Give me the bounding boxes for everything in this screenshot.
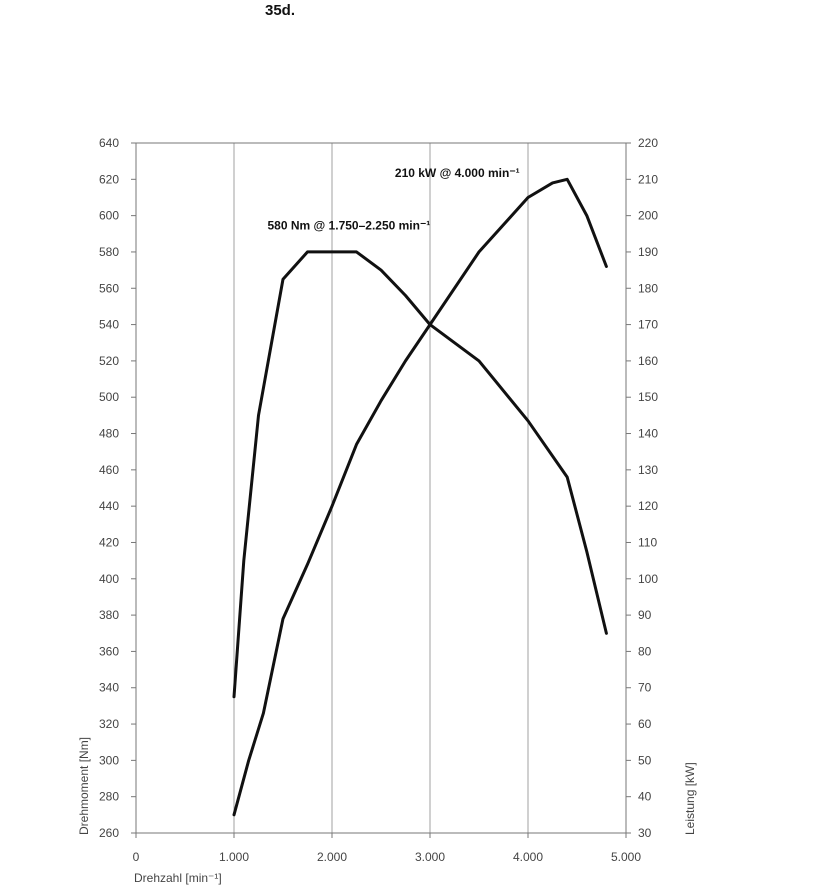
y-right-tick-label: 130 — [638, 463, 658, 477]
y-left-tick-label: 600 — [99, 209, 119, 223]
left-axis-ticks: 260 280 300 320 340 360 380 400 420 440 460 480 500 5… — [99, 136, 136, 840]
y-left-tick-label: 300 — [99, 753, 119, 767]
page-title: 35d. — [264, 2, 295, 19]
power-curve — [232, 177, 608, 817]
y-left-tick-label: 280 — [99, 790, 119, 804]
y-right-tick-label: 70 — [638, 681, 652, 695]
y-left-tick-label: 560 — [99, 281, 119, 295]
y-right-tick-label: 180 — [638, 281, 658, 295]
x-tick-label: 4.000 — [513, 850, 543, 864]
y-left-tick-label: 360 — [99, 644, 119, 658]
y-right-tick-label: 50 — [638, 753, 652, 767]
annotation-label: 210 kW @ 4.000 min⁻¹ — [395, 166, 520, 180]
x-tick-label: 3.000 — [415, 850, 445, 864]
x-tick-label: 0 — [133, 850, 140, 864]
y-left-tick-label: 460 — [99, 463, 119, 477]
grid-lines — [233, 143, 529, 833]
y-left-tick-label: 620 — [99, 172, 119, 186]
y-right-tick-label: 160 — [638, 354, 658, 368]
y-left-tick-label: 440 — [99, 499, 119, 513]
y-right-tick-label: 30 — [638, 826, 652, 840]
y-left-tick-label: 320 — [99, 717, 119, 731]
y-left-tick-label: 540 — [99, 318, 119, 332]
y-left-tick-label: 580 — [99, 245, 119, 259]
y-left-tick-label: 260 — [99, 826, 119, 840]
y-left-tick-label: 400 — [99, 572, 119, 586]
y-right-tick-label: 220 — [638, 136, 658, 150]
y-right-tick-label: 200 — [638, 209, 658, 223]
y-left-tick-label: 520 — [99, 354, 119, 368]
y-axis-left-label: Drehmoment [Nm] — [77, 737, 91, 835]
y-right-tick-label: 140 — [638, 427, 658, 441]
annotations: 580 Nm @ 1.750–2.250 min⁻¹ 210 kW @ 4.000… — [268, 166, 520, 233]
y-left-tick-label: 500 — [99, 390, 119, 404]
y-right-tick-label: 190 — [638, 245, 658, 259]
y-right-tick-label: 110 — [638, 535, 657, 549]
y-right-tick-label: 120 — [638, 499, 658, 513]
y-left-tick-label: 480 — [99, 427, 119, 441]
y-right-tick-label: 100 — [638, 572, 658, 586]
torque-curve — [232, 250, 608, 699]
x-axis-ticks: 0 1.000 2.000 3.000 4.000 5.000 — [133, 833, 641, 864]
annotation-label: 580 Nm @ 1.750–2.250 min⁻¹ — [268, 218, 431, 232]
y-right-tick-label: 150 — [638, 390, 658, 404]
y-right-tick-label: 80 — [638, 644, 652, 658]
series-lines — [232, 177, 608, 817]
y-left-tick-label: 640 — [99, 136, 119, 150]
x-tick-label: 5.000 — [611, 850, 641, 864]
right-axis-ticks: 30 40 50 60 70 80 90 100 110 120 130 140 150 160 170 18… — [626, 136, 658, 840]
y-left-tick-label: 340 — [99, 681, 119, 695]
y-axis-right-label: Leistung [kW] — [683, 762, 697, 835]
x-tick-label: 1.000 — [219, 850, 249, 864]
y-left-tick-label: 380 — [99, 608, 119, 622]
x-axis-label: Drehzahl [min⁻¹] — [134, 871, 222, 885]
y-right-tick-label: 210 — [638, 172, 658, 186]
x-tick-label: 2.000 — [317, 850, 347, 864]
y-right-tick-label: 170 — [638, 318, 658, 332]
y-right-tick-label: 90 — [638, 608, 652, 622]
y-right-tick-label: 60 — [638, 717, 652, 731]
y-left-tick-label: 420 — [99, 535, 119, 549]
plot-frame — [135, 142, 627, 834]
y-right-tick-label: 40 — [638, 790, 652, 804]
